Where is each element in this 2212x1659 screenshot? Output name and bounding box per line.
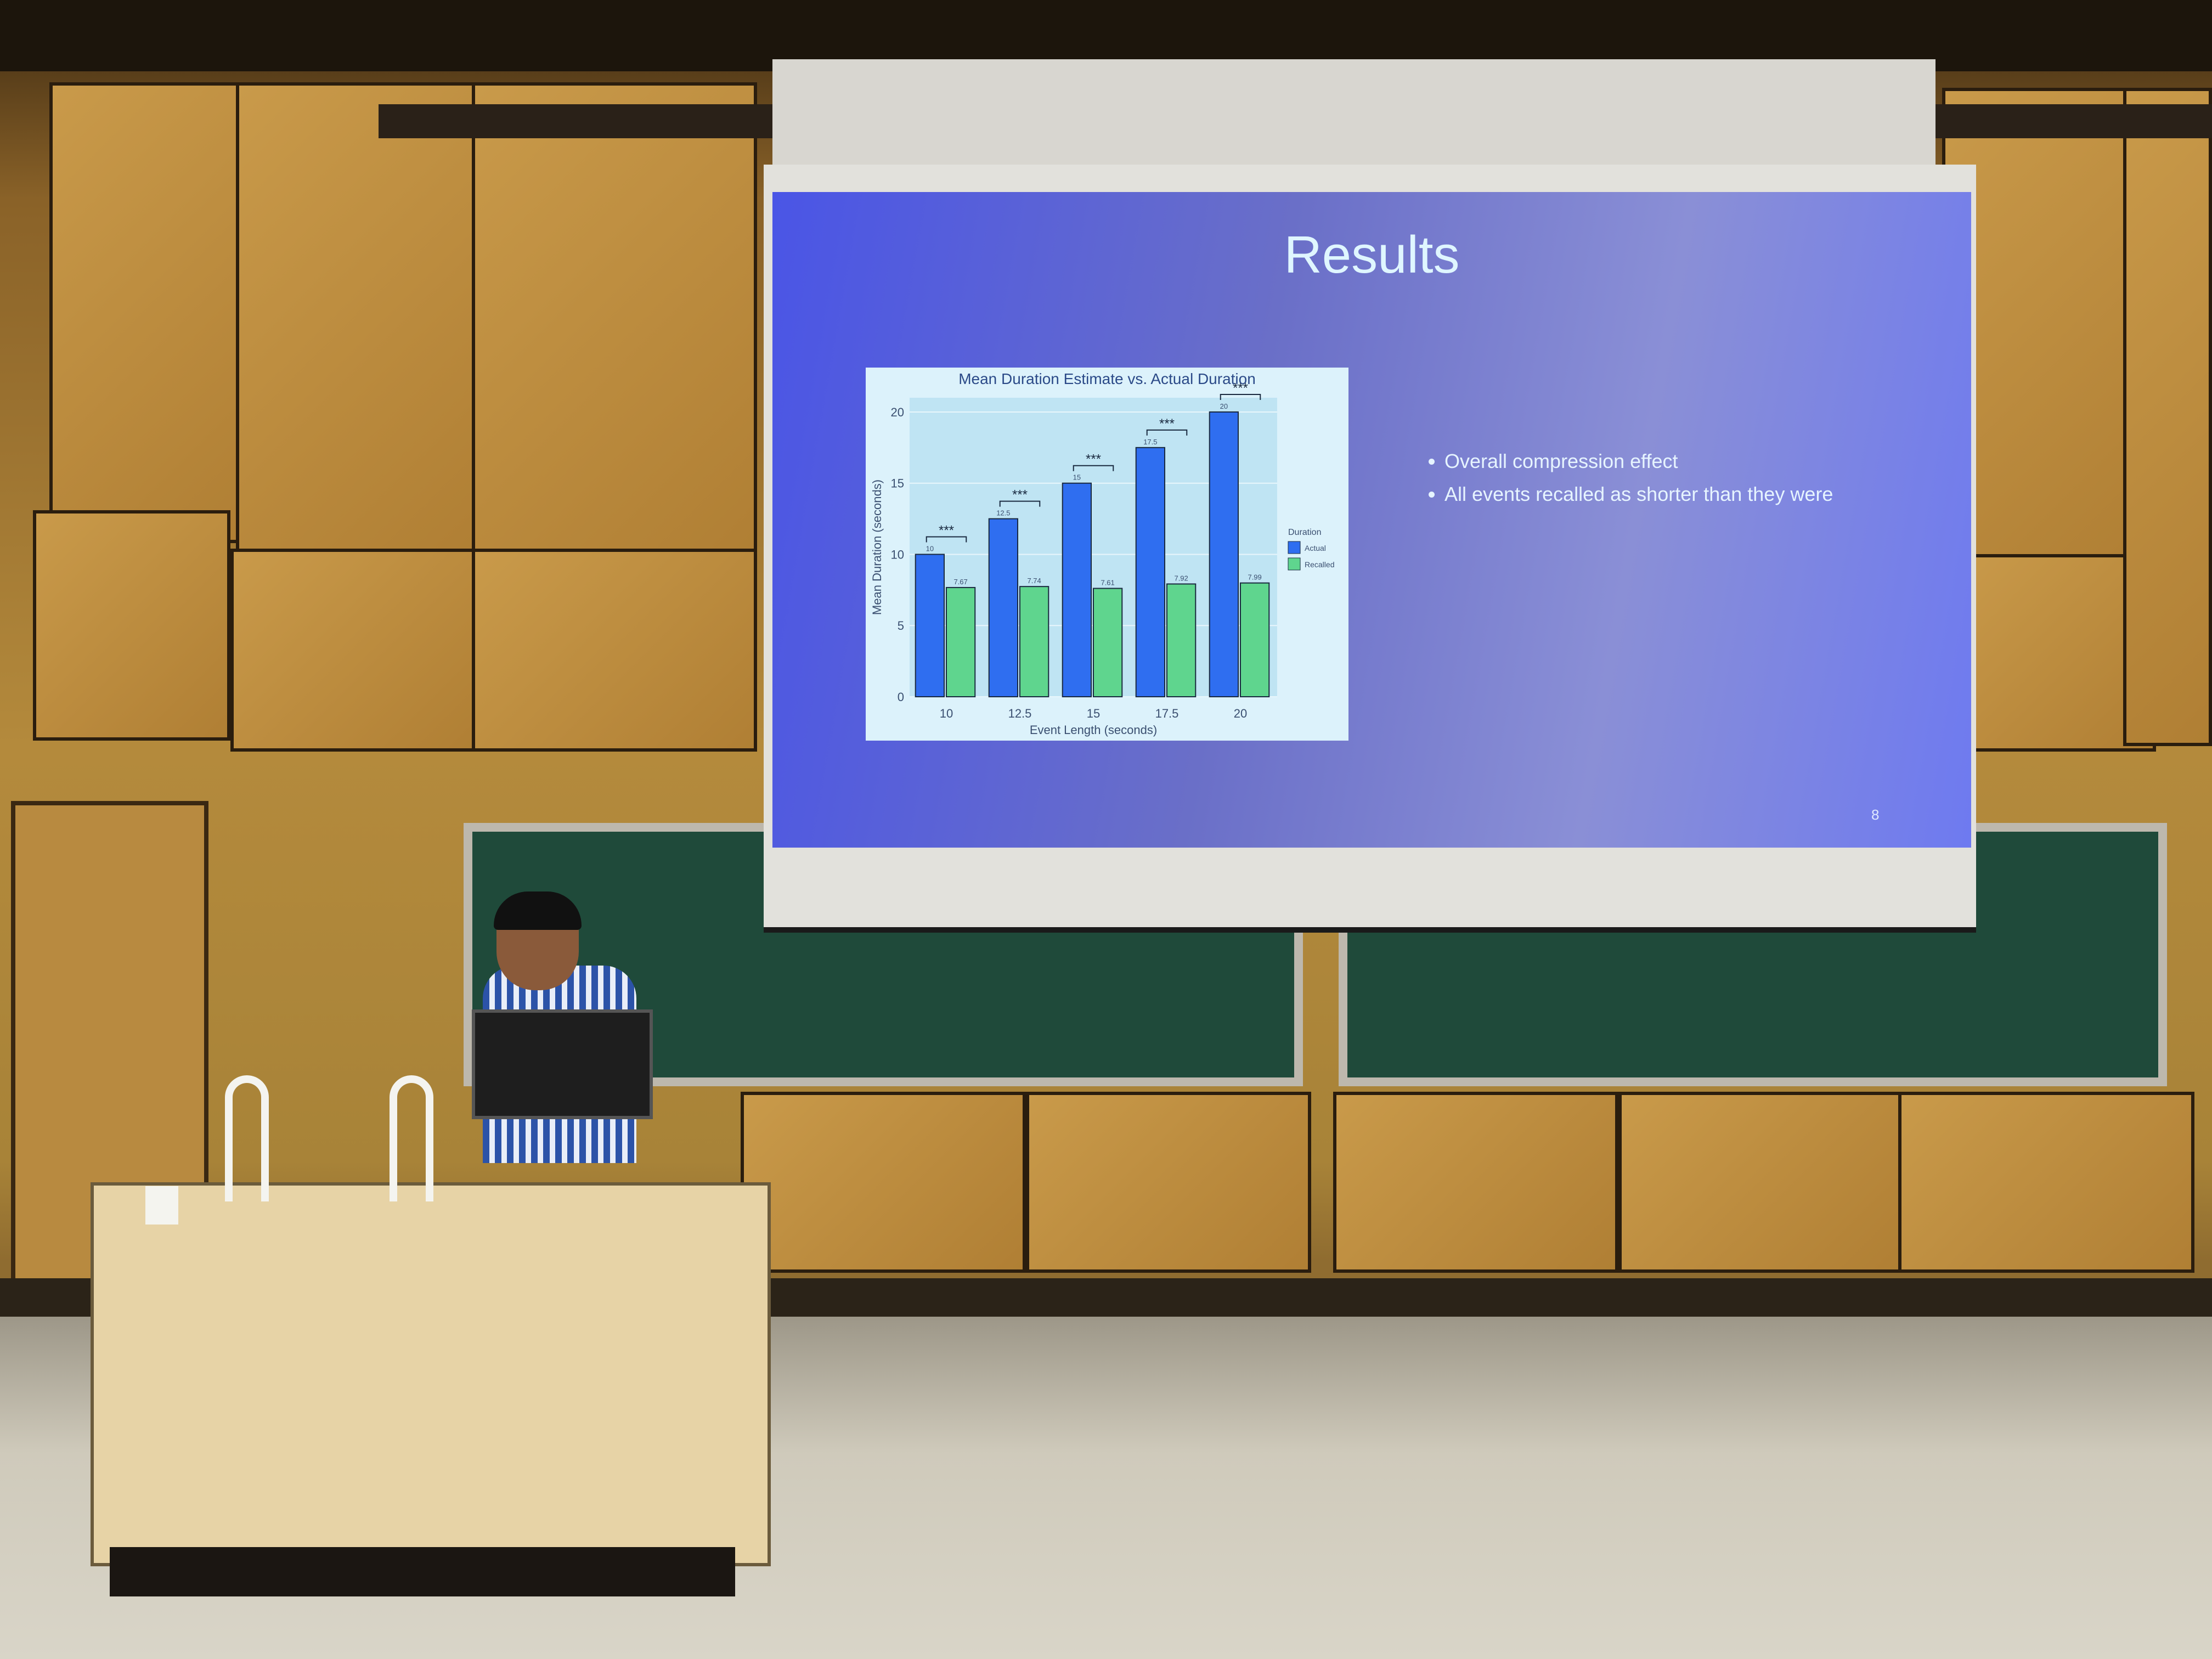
- podium-monitor: [472, 1009, 653, 1119]
- bar-recalled: [1093, 588, 1123, 697]
- projected-slide: Results Mean Duration Estimate vs. Actua…: [772, 192, 1971, 848]
- legend-swatch: [1288, 541, 1301, 554]
- bar-actual: [1135, 447, 1165, 697]
- bar-data-label: 7.92: [1174, 574, 1188, 582]
- bullet-item: Overall compression effect: [1444, 450, 1833, 473]
- bar-chart: Mean Duration Estimate vs. Actual Durati…: [866, 368, 1348, 741]
- wall-panel: [230, 549, 477, 752]
- bullet-item: All events recalled as shorter than they…: [1444, 483, 1833, 506]
- legend-label: Actual: [1305, 544, 1326, 552]
- y-axis-label: Mean Duration (seconds): [870, 479, 884, 615]
- wall-panel: [49, 82, 241, 543]
- slide-title: Results: [1284, 225, 1460, 284]
- x-tick-label: 10: [940, 707, 953, 720]
- y-tick-label: 5: [898, 619, 904, 633]
- paper-cup: [145, 1186, 178, 1224]
- bar-actual: [1062, 482, 1092, 697]
- bar-data-label: 15: [1073, 473, 1081, 482]
- presenter-hair: [494, 891, 582, 930]
- x-tick-label: 20: [1234, 707, 1247, 720]
- bar-data-label: 10: [926, 544, 934, 552]
- significance-marker: ***: [1012, 488, 1028, 503]
- x-tick-label: 15: [1087, 707, 1100, 720]
- bar-data-label: 12.5: [996, 509, 1010, 517]
- significance-marker: ***: [1086, 452, 1101, 467]
- significance-marker: ***: [1159, 416, 1175, 431]
- wall-panel: [741, 1092, 1026, 1273]
- significance-marker: ***: [939, 523, 954, 538]
- legend-swatch: [1288, 557, 1301, 571]
- x-tick-label: 12.5: [1008, 707, 1032, 720]
- wall-panel: [1333, 1092, 1618, 1273]
- wall-panel: [1026, 1092, 1311, 1273]
- slide-page-number: 8: [1871, 806, 1880, 823]
- significance-bracket: [1220, 393, 1261, 400]
- significance-bracket: [999, 500, 1041, 507]
- chart-svg: Mean Duration Estimate vs. Actual Durati…: [870, 370, 1334, 737]
- bar-data-label: 7.99: [1248, 573, 1261, 582]
- x-tick-label: 17.5: [1155, 707, 1179, 720]
- wall-panel: [1618, 1092, 1904, 1273]
- significance-marker: ***: [1233, 381, 1248, 396]
- wall-panel: [472, 82, 757, 554]
- wall-panel: [236, 82, 477, 554]
- bar-data-label: 17.5: [1143, 438, 1157, 446]
- y-tick-label: 15: [891, 477, 904, 490]
- wall-panel: [2123, 88, 2212, 746]
- bar-data-label: 7.61: [1101, 579, 1114, 587]
- bar-recalled: [1166, 583, 1197, 698]
- document-camera: [225, 1075, 269, 1201]
- bar-actual: [915, 554, 945, 697]
- wall-panel: [1898, 1092, 2194, 1273]
- wall-panel: [472, 549, 757, 752]
- wall-panel: [1942, 88, 2151, 560]
- bullet-list: Overall compression effect All events re…: [1406, 450, 1833, 516]
- significance-bracket: [1073, 465, 1114, 471]
- y-tick-label: 20: [891, 405, 904, 419]
- x-axis-label: Event Length (seconds): [1030, 723, 1157, 737]
- chart-title: Mean Duration Estimate vs. Actual Durati…: [958, 370, 1256, 387]
- podium-base: [110, 1547, 735, 1596]
- y-tick-label: 10: [891, 548, 904, 561]
- significance-bracket: [926, 536, 967, 543]
- bar-data-label: 7.74: [1027, 577, 1041, 585]
- bar-recalled: [946, 586, 976, 698]
- document-camera: [390, 1075, 433, 1201]
- bar-data-label: 20: [1220, 402, 1228, 410]
- y-tick-label: 0: [898, 690, 904, 704]
- legend-title: Duration: [1288, 528, 1321, 537]
- wall-panel: [1953, 554, 2156, 752]
- podium: [91, 1182, 771, 1566]
- bar-data-label: 7.67: [953, 578, 967, 586]
- bar-recalled: [1019, 586, 1049, 697]
- legend-label: Recalled: [1305, 560, 1334, 569]
- bar-actual: [1209, 411, 1239, 697]
- bar-actual: [988, 518, 1018, 697]
- wall-panel: [33, 510, 230, 741]
- significance-bracket: [1146, 429, 1188, 436]
- bar-recalled: [1240, 582, 1270, 697]
